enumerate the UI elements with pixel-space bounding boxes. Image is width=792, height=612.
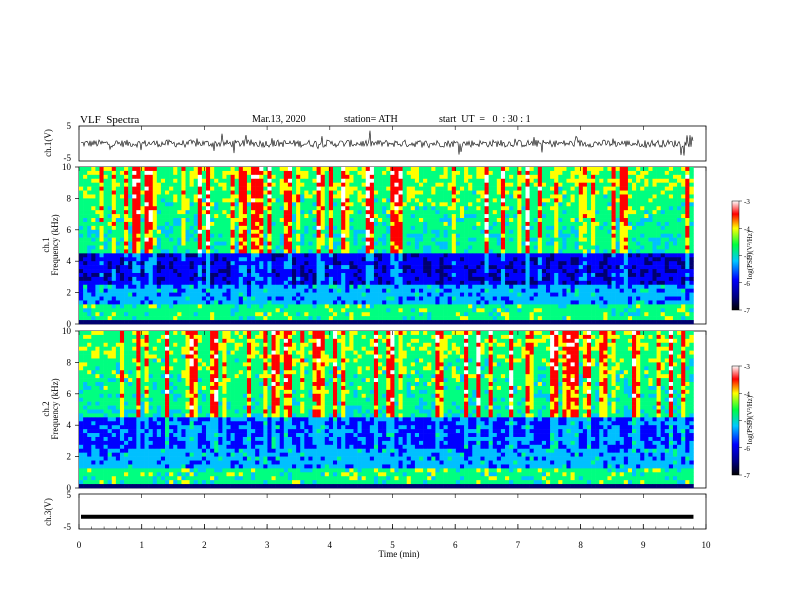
- colorbar-tick-label: -6: [744, 280, 750, 288]
- ch2-colorbar-label: log(PSD)(V²/Hz): [746, 395, 754, 444]
- ch1-spectrogram-panel: 0 2 4 6 8 10 ch.1 Frequency (kHz): [41, 162, 707, 329]
- ch3-ytick-bottom: -5: [64, 522, 72, 532]
- xaxis-tick-label: 5: [390, 540, 395, 550]
- start-time-label: start UT = 0 : 30 : 1: [439, 114, 531, 125]
- colorbar-tick-label: -6: [744, 445, 750, 453]
- ch1-colorbar-label: log(PSD)(V²/Hz): [746, 230, 754, 279]
- ch1-channel-label: ch.1: [41, 237, 51, 252]
- colorbar-tick-label: -5: [744, 253, 750, 261]
- chart-title: VLF Spectra: [80, 114, 140, 126]
- xaxis-tick-label: 2: [202, 540, 207, 550]
- xaxis-tick-label: 1: [139, 540, 144, 550]
- freq-tick-label: 6: [67, 389, 72, 399]
- ch3-waveform-panel: 5 -5 ch.3(V): [43, 490, 707, 532]
- freq-tick-label: 2: [67, 452, 72, 462]
- colorbar-tick-label: -4: [744, 390, 750, 398]
- ch1-waveform-line: [80, 130, 694, 156]
- freq-tick-label: 6: [67, 225, 72, 235]
- ch1-ytick-top: 5: [67, 121, 72, 131]
- colorbar-tick-label: -4: [744, 225, 750, 233]
- colorbar-tick-label: -3: [744, 363, 750, 371]
- xaxis-label: Time (min): [379, 549, 420, 559]
- xaxis-tick-label: 7: [516, 540, 521, 550]
- freq-tick-label: 0: [67, 319, 72, 329]
- freq-tick-label: 8: [67, 357, 72, 367]
- xaxis-tick-label: 9: [641, 540, 646, 550]
- colorbar-tick-label: -7: [744, 472, 750, 480]
- time-axis: 0 1 2 3 4 5 6 7 8 9 10: [77, 126, 711, 550]
- ch1-colorbar: -3 -4 -5 -6 -7 log(PSD)(V²/Hz): [731, 198, 754, 315]
- freq-tick-label: 4: [67, 256, 72, 266]
- xaxis-tick-label: 0: [77, 540, 82, 550]
- ch1-ytick-bottom: -5: [64, 153, 72, 163]
- xaxis-tick-label: 8: [578, 540, 583, 550]
- ch3-ytick-top: 5: [67, 490, 72, 500]
- freq-tick-label: 8: [67, 193, 72, 203]
- xaxis-tick-label: 4: [328, 540, 333, 550]
- colorbar-tick-label: -7: [744, 307, 750, 315]
- date-label: Mar.13, 2020: [252, 114, 306, 125]
- ch3-ylabel: ch.3(V): [43, 498, 53, 526]
- ch1-waveform-panel: 5 -5 ch.1(V): [43, 121, 707, 163]
- ch1-spectrogram-image: [79, 167, 694, 325]
- ch1-ylabel: Frequency (kHz): [50, 214, 60, 275]
- ch2-colorbar: -3 -4 -5 -6 -7 log(PSD)(V²/Hz): [731, 363, 754, 480]
- freq-tick-label: 4: [67, 420, 72, 430]
- xaxis-tick-label: 10: [702, 540, 712, 550]
- freq-tick-label: 10: [62, 326, 72, 336]
- colorbar-tick-label: -3: [744, 198, 750, 206]
- ch1-ylabel: ch.1(V): [43, 129, 53, 157]
- freq-tick-label: 0: [67, 483, 72, 493]
- ch2-spectrogram-image: [79, 331, 694, 489]
- freq-tick-label: 10: [62, 162, 72, 172]
- ch2-channel-label: ch.2: [41, 401, 51, 416]
- colorbar-tick-label: -5: [744, 418, 750, 426]
- ch2-spectrogram-panel: 0 2 4 6 8 10 ch.2 Frequency (kHz): [41, 326, 707, 493]
- xaxis-tick-label: 6: [453, 540, 458, 550]
- freq-tick-label: 2: [67, 288, 72, 298]
- station-label: station= ATH: [344, 114, 398, 125]
- xaxis-tick-label: 3: [265, 540, 270, 550]
- ch2-ylabel: Frequency (kHz): [50, 378, 60, 439]
